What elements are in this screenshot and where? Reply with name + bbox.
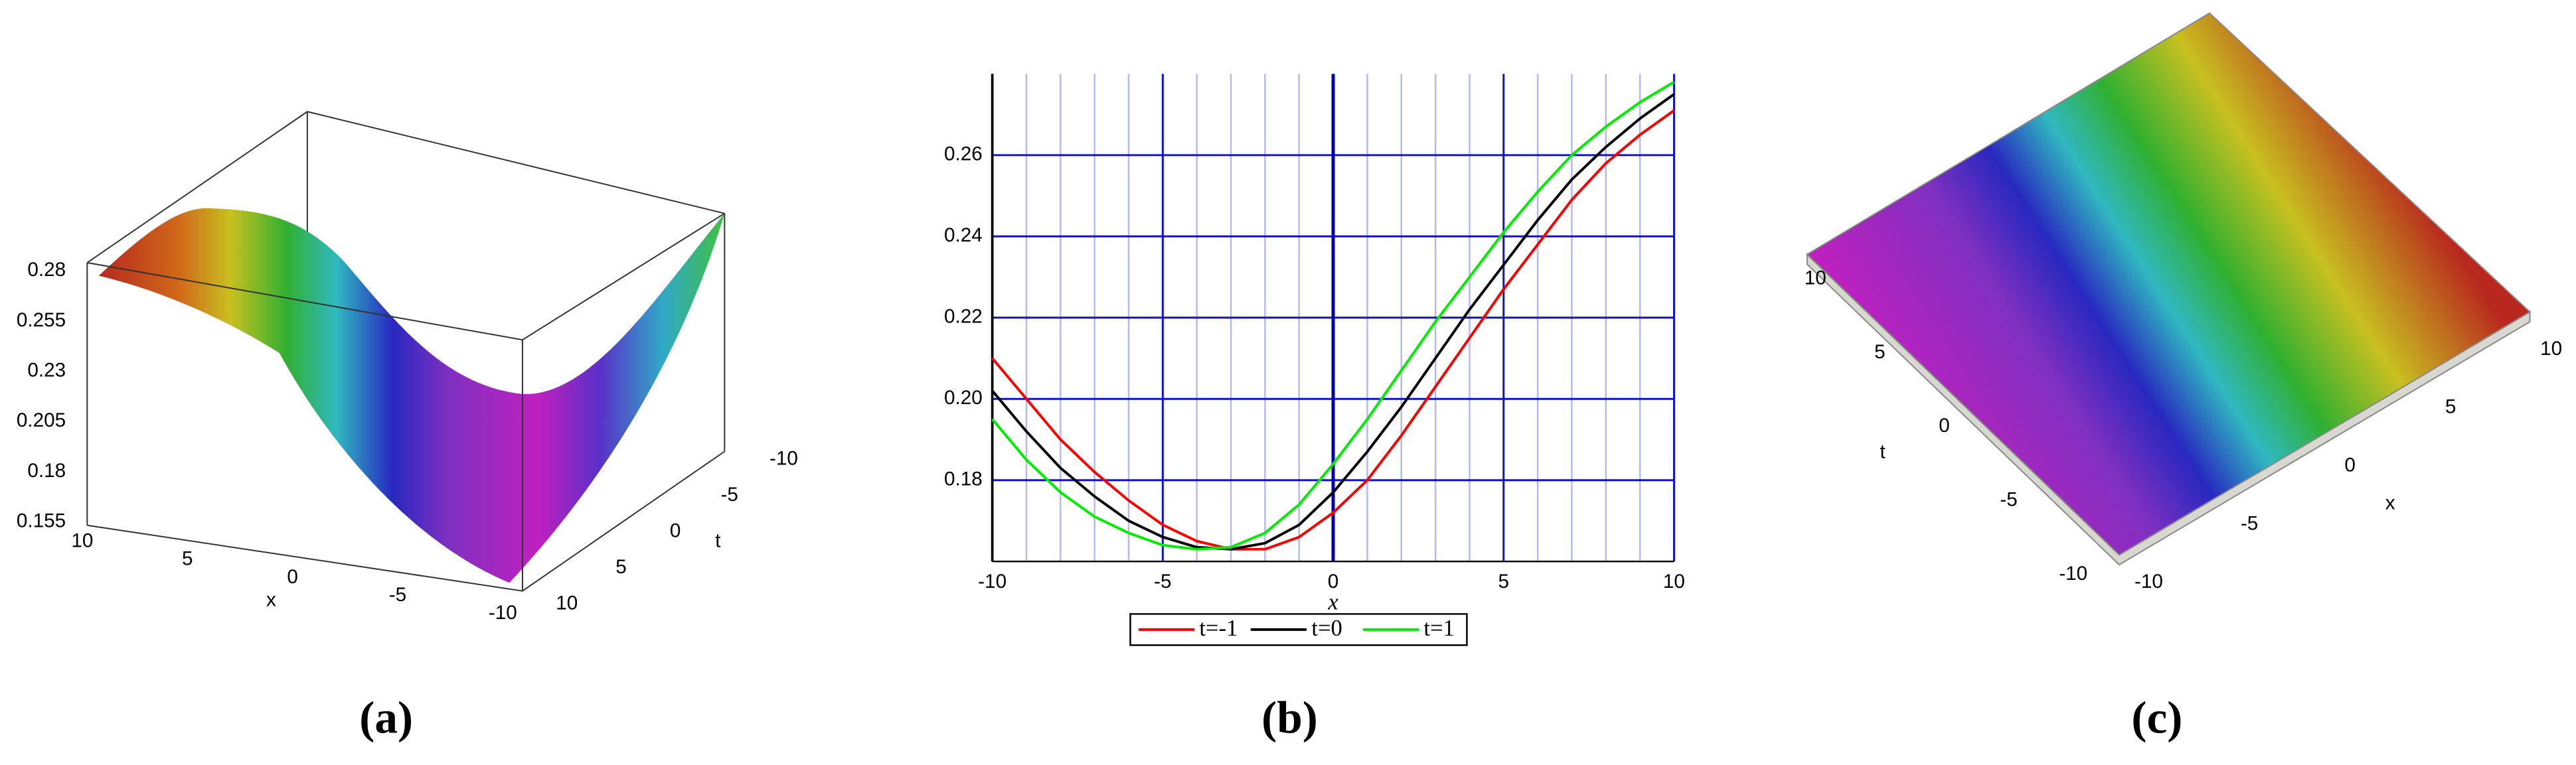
line xyxy=(991,93,1675,551)
y-tick-label: 5 xyxy=(1874,341,1886,363)
y-tick-label: 0.22 xyxy=(944,306,983,328)
z-tick-label: 0.18 xyxy=(27,460,66,482)
z-tick-label: 0.28 xyxy=(27,259,66,281)
y-tick-label: 0.18 xyxy=(944,468,983,490)
legend-label: t=0 xyxy=(1311,616,1342,641)
y-tick-label: 10 xyxy=(556,592,578,614)
x-tick-label: -5 xyxy=(2241,512,2258,534)
y-tick-label: 0 xyxy=(1939,415,1950,437)
y-tick-label: 5 xyxy=(615,556,627,578)
box-front xyxy=(86,212,725,592)
x-tick-label: 0 xyxy=(2344,454,2356,476)
panel-a: -10-50510-10-505100.1550.180.2050.230.25… xyxy=(17,111,798,743)
x-tick-label: 0 xyxy=(287,566,298,588)
x-tick-label: 5 xyxy=(182,548,193,570)
x-tick-label: 0 xyxy=(1328,571,1339,592)
y-tick-label: 0.20 xyxy=(944,387,983,409)
x-axis-label: x xyxy=(266,589,276,610)
panel-c: -10 -5 0 5 10 -10 -5 0 5 10 x t (c) xyxy=(1805,12,2562,743)
x-tick-label: -5 xyxy=(1154,571,1171,592)
x-axis-label: x xyxy=(1327,589,1338,614)
y-tick-label: -10 xyxy=(2059,563,2087,585)
z-tick-label: 0.205 xyxy=(17,409,66,431)
line xyxy=(991,80,1675,551)
y-tick-label: -10 xyxy=(769,448,798,470)
panel-b: 0.18 0.20 0.22 0.24 0.26 -10 -5 0 5 10 x t=-1 t=0 t=1… xyxy=(944,74,1685,743)
x-tick-label: -10 xyxy=(978,571,1006,592)
surface xyxy=(1806,12,2532,556)
legend-label: t=1 xyxy=(1423,616,1454,641)
x-tick-label: -10 xyxy=(2134,571,2163,592)
x-tick-label: 10 xyxy=(2540,338,2562,360)
y-tick-label: 0 xyxy=(670,520,681,542)
surface xyxy=(98,208,725,583)
y-tick-label: 10 xyxy=(1805,267,1826,289)
y-axis-label: t xyxy=(1880,441,1886,463)
z-tick-label: 0.155 xyxy=(17,510,66,532)
x-tick-label: 5 xyxy=(1498,571,1509,592)
y-tick-label: -5 xyxy=(2000,488,2017,510)
z-tick-label: 0.255 xyxy=(17,309,66,331)
caption: (b) xyxy=(1261,692,1318,743)
caption: (c) xyxy=(2131,692,2182,743)
y-tick-label: 0.24 xyxy=(944,224,983,246)
caption: (a) xyxy=(359,692,413,743)
x-axis-label: x xyxy=(2385,492,2395,514)
line xyxy=(991,109,1675,551)
legend-label: t=-1 xyxy=(1199,616,1238,641)
z-tick-label: 0.23 xyxy=(27,360,66,382)
x-tick-label: 10 xyxy=(1663,571,1685,592)
x-tick-label: 10 xyxy=(71,529,93,551)
y-tick-label: 0.26 xyxy=(944,143,983,165)
x-tick-label: -10 xyxy=(489,602,517,624)
y-axis-label: t xyxy=(715,529,721,551)
x-tick-label: -5 xyxy=(389,584,406,606)
y-tick-label: -5 xyxy=(721,484,738,506)
x-tick-label: 5 xyxy=(2445,396,2456,418)
